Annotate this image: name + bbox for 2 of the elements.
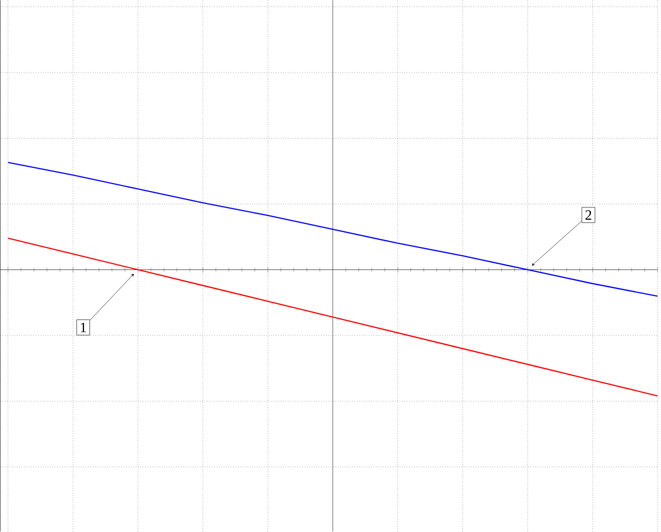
annotation: 2 — [585, 210, 592, 220]
annotation: 1 — [80, 322, 86, 332]
